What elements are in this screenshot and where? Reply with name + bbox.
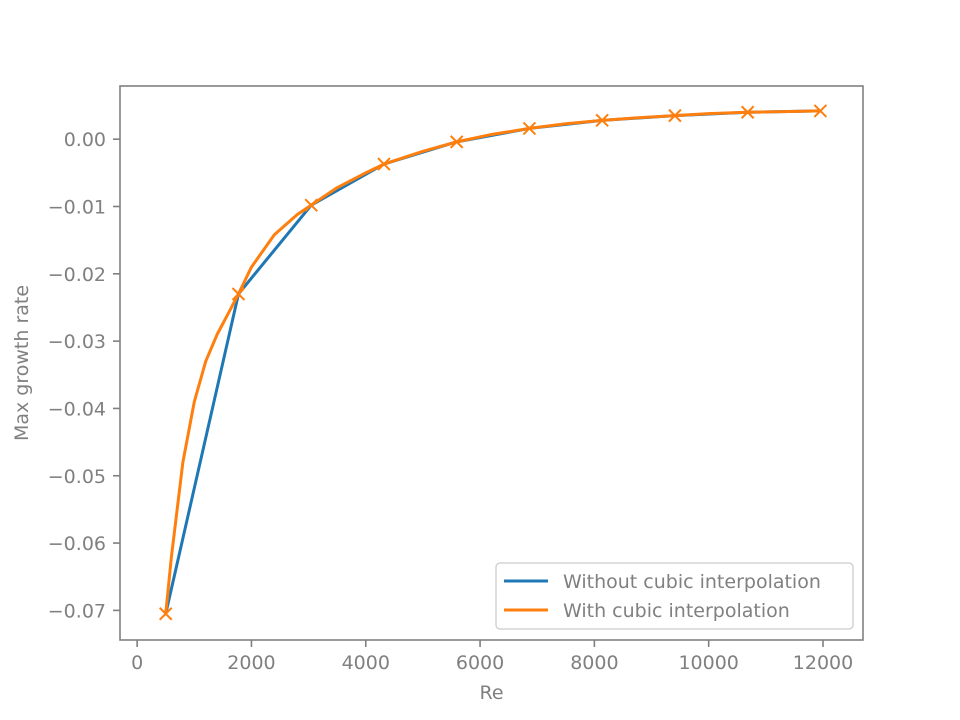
data-point-marker: [740, 105, 755, 119]
x-tick-label: 12000: [793, 652, 853, 674]
data-point-marker: [304, 198, 318, 212]
y-tick-label: −0.04: [48, 398, 106, 420]
x-axis: 0 2000 4000 6000 8000 10000 12000: [131, 640, 853, 674]
data-point-marker: [449, 135, 464, 149]
x-tick-label: 8000: [570, 652, 618, 674]
data-point-marker: [595, 113, 609, 128]
data-point-marker: [377, 157, 391, 171]
y-axis-label: Max growth rate: [11, 285, 33, 441]
legend-label-with-interp: With cubic interpolation: [563, 600, 790, 622]
y-tick-label: −0.01: [48, 196, 106, 218]
legend-label-without-interp: Without cubic interpolation: [563, 571, 821, 593]
x-tick-label: 0: [131, 652, 143, 674]
series-line-1: [164, 109, 822, 616]
x-tick-label: 4000: [342, 652, 390, 674]
x-axis-label: Re: [479, 682, 503, 704]
y-tick-label: −0.03: [48, 331, 106, 353]
y-tick-label: 0.00: [64, 129, 106, 151]
data-point-marker: [231, 287, 246, 301]
data-point-marker: [159, 607, 173, 621]
legend-box: [495, 562, 854, 630]
y-tick-label: −0.02: [48, 264, 106, 286]
plot-area-frame: [119, 85, 864, 641]
series-layer: [159, 104, 828, 621]
x-tick-label: 10000: [678, 652, 738, 674]
y-tick-label: −0.07: [48, 600, 106, 622]
data-point-marker: [668, 108, 682, 123]
y-tick-label: −0.06: [48, 533, 106, 555]
x-tick-label: 6000: [456, 652, 504, 674]
y-axis: 0.00 −0.01 −0.02 −0.03 −0.04 −0.05 −0.06 −0.07: [48, 129, 120, 622]
x-tick-label: 2000: [227, 652, 275, 674]
data-point-marker: [522, 121, 537, 136]
legend: Without cubic interpolation With cubic i…: [495, 562, 854, 630]
series-line-0: [164, 109, 822, 616]
y-tick-label: −0.05: [48, 466, 106, 488]
data-point-marker: [813, 104, 828, 118]
